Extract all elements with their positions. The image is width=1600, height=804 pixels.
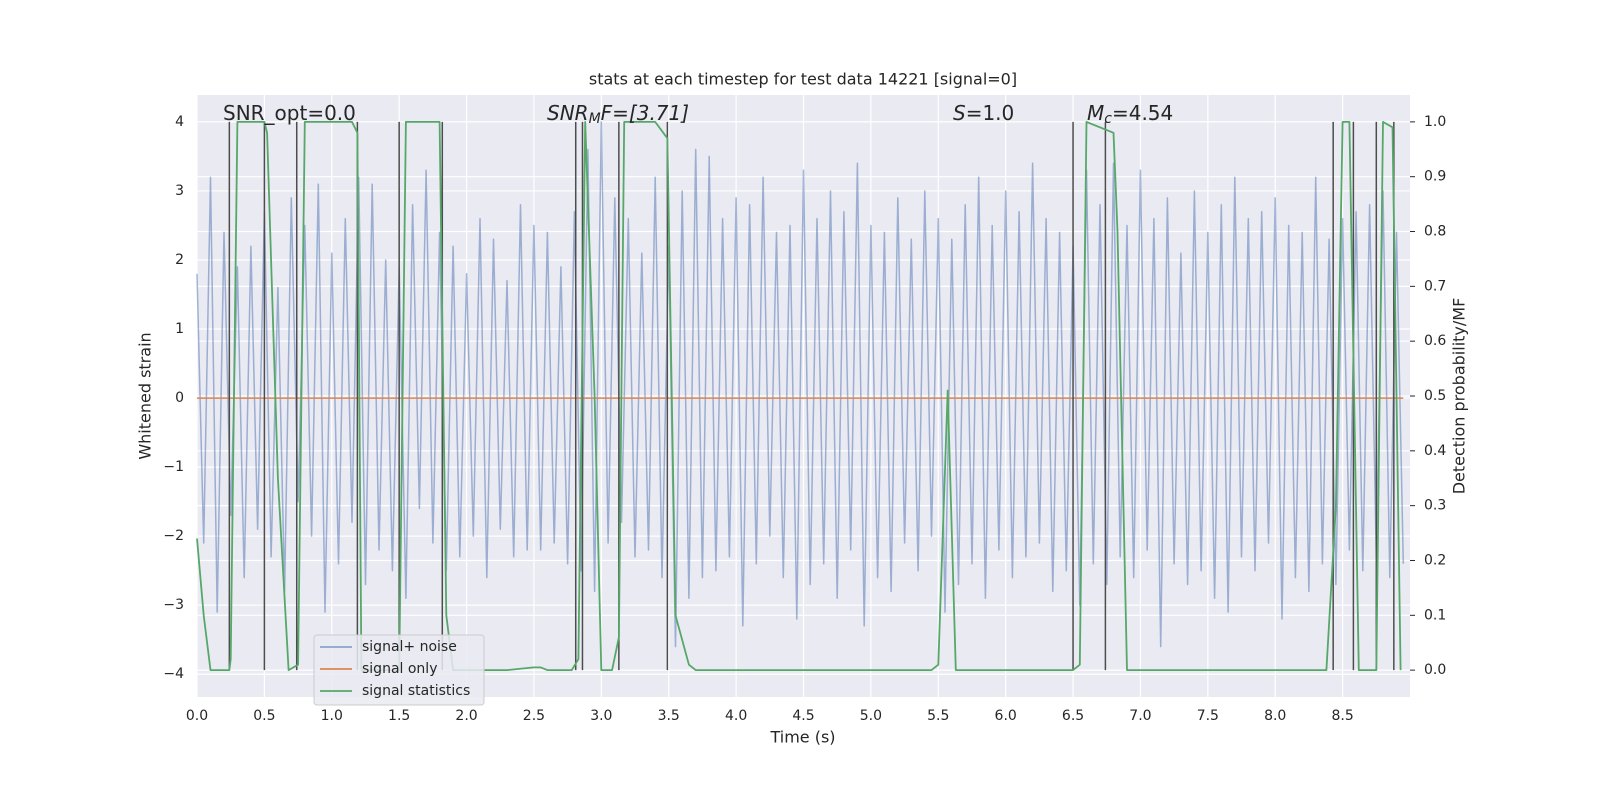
x-tick-label: 5.5 [927,708,949,724]
annotation: SNRMF=[3.71] [547,101,689,128]
chart-title: stats at each timestep for test data 142… [589,70,1017,89]
annotation-rest: F=[3.71] [601,101,689,125]
x-tick-label: 4.5 [792,708,814,724]
annotation-main: S [953,101,966,125]
y2-tick-label: 0.0 [1424,662,1446,678]
x-tick-label: 8.5 [1331,708,1353,724]
y2-tick-label: 0.2 [1424,552,1446,568]
x-tick-label: 6.0 [995,708,1017,724]
y2-axis-label: Detection probability/MF [1450,298,1469,495]
annotation-rest: =1.0 [966,101,1015,125]
x-tick-label: 4.0 [725,708,747,724]
y2-tick-label: 0.6 [1424,333,1446,349]
x-tick-label: 3.0 [590,708,612,724]
annotation-main: M [1087,101,1104,125]
y-tick-label: −4 [163,666,184,682]
annotation-main: SNR [547,101,589,125]
x-tick-label: 1.5 [388,708,410,724]
y2-tick-label: 1.0 [1424,114,1446,130]
y-tick-label: −2 [163,528,184,544]
y2-tick-label: 0.5 [1424,388,1446,404]
y2-tick-label: 0.8 [1424,224,1446,240]
legend-box [313,634,485,706]
annotation: S=1.0 [953,101,1014,125]
y-tick-label: 0 [175,390,184,406]
x-tick-label: 1.0 [321,708,343,724]
legend-label: signal statistics [362,683,470,699]
y-tick-label: −1 [163,459,184,475]
series-line [196,121,1405,648]
y2-tick-label: 0.7 [1424,278,1446,294]
y-tick-label: 3 [175,183,184,199]
x-tick-label: 8.0 [1264,708,1286,724]
x-tick-label: 6.5 [1062,708,1084,724]
x-tick-label: 3.5 [658,708,680,724]
annotation-sub: c [1104,111,1112,127]
x-tick-label: 2.0 [455,708,477,724]
series-line [196,121,1402,671]
y2-tick-label: 0.1 [1424,607,1446,623]
x-tick-label: 7.5 [1197,708,1219,724]
legend-label: signal only [362,661,437,677]
x-tick-label: 7.0 [1129,708,1151,724]
x-tick-label: 5.0 [860,708,882,724]
x-tick-label: 0.5 [253,708,275,724]
x-axis-label: Time (s) [769,728,835,747]
annotation-main: SNR_opt=0.0 [223,101,356,125]
annotation-rest: =4.54 [1112,101,1173,125]
annotation: Mc=4.54 [1087,101,1173,128]
y2-tick-label: 0.9 [1424,169,1446,185]
y2-tick-label: 0.4 [1424,443,1446,459]
legend-label: signal+ noise [362,639,457,655]
x-tick-label: 2.5 [523,708,545,724]
y-tick-label: 4 [175,114,184,130]
x-tick-label: 0.0 [186,708,208,724]
y-tick-label: 2 [175,252,184,268]
y-tick-label: −3 [163,597,184,613]
y-axis-label: Whitened strain [136,332,155,459]
y2-tick-label: 0.3 [1424,498,1446,514]
y-tick-label: 1 [175,321,184,337]
annotation-sub: M [589,111,601,127]
annotation: SNR_opt=0.0 [223,101,356,125]
